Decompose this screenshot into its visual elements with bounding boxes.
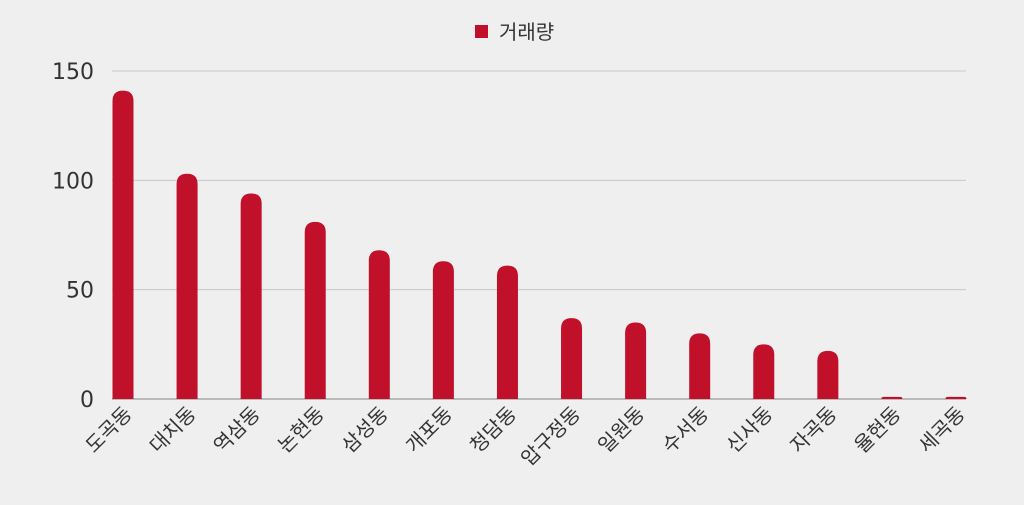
x-tick-label: 세곡동	[914, 402, 970, 458]
x-tick-label: 율현동	[849, 402, 905, 458]
bar	[368, 250, 390, 399]
bar	[689, 333, 711, 399]
bar	[240, 193, 262, 399]
bar	[561, 318, 583, 399]
bar	[496, 265, 518, 399]
x-tick-label: 대치동	[145, 402, 201, 458]
legend: 거래량	[475, 20, 554, 44]
bar	[304, 221, 326, 399]
x-tick-label: 일원동	[593, 402, 649, 458]
y-tick-label: 0	[80, 388, 94, 413]
legend-label: 거래량	[499, 20, 554, 44]
gridlines	[112, 70, 966, 400]
x-tick-label: 자곡동	[785, 402, 841, 458]
bar	[881, 396, 903, 399]
bar	[817, 350, 839, 399]
legend-swatch	[475, 25, 488, 38]
bar	[753, 344, 775, 399]
bars	[112, 90, 967, 400]
x-tick-label: 압구정동	[516, 402, 585, 471]
y-axis-ticks: 0 50 100 150	[52, 60, 94, 413]
x-tick-label: 신사동	[721, 402, 777, 458]
x-tick-label: 역삼동	[209, 402, 265, 458]
x-tick-label: 수서동	[657, 402, 713, 458]
y-tick-label: 50	[66, 279, 94, 304]
x-tick-label: 청담동	[465, 402, 521, 458]
bar	[945, 396, 967, 399]
bar	[432, 261, 454, 399]
y-tick-label: 150	[52, 60, 94, 85]
y-tick-label: 100	[52, 169, 94, 194]
bar	[112, 90, 134, 400]
x-tick-label: 논현동	[273, 402, 329, 458]
bar	[176, 173, 198, 399]
x-tick-label: 삼성동	[337, 402, 393, 458]
x-tick-label: 개포동	[401, 402, 457, 458]
bar	[625, 322, 647, 399]
